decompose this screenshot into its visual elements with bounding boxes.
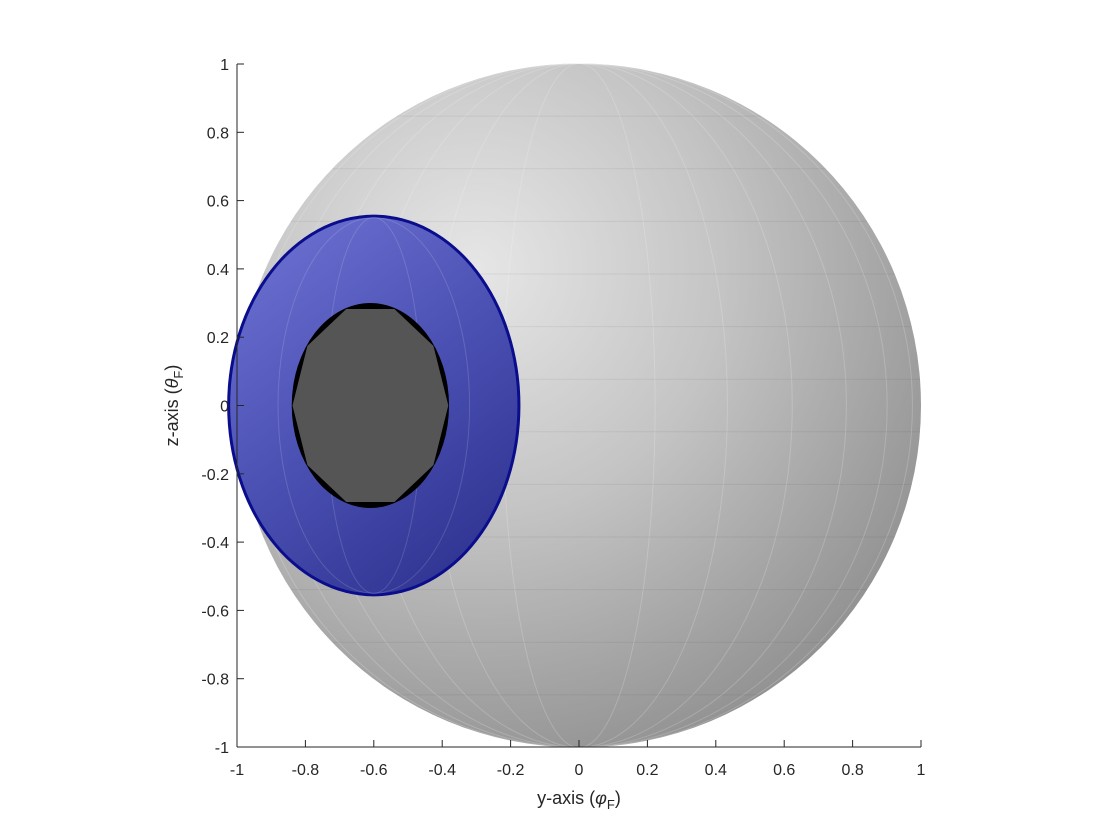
y-axis-label: z-axis (θF)	[162, 365, 186, 447]
iris-meridian	[277, 217, 471, 594]
x-tick-label: 0.2	[636, 762, 658, 779]
y-tick-label: -0.4	[201, 535, 229, 552]
y-tick-label: 0.2	[207, 330, 229, 347]
y-tick-label: 0.6	[207, 194, 229, 211]
y-tick-label: 0.8	[207, 125, 229, 142]
x-tick-label: 0.6	[773, 762, 795, 779]
iris-meridian	[277, 217, 471, 594]
pupil-disc	[292, 309, 449, 502]
axes: -1 -0.8 -0.6 -0.4 -0.2 0 0.2 0.4 0.6 0.8 1 -1-0.8-…	[201, 57, 925, 779]
y-tick-label: 0	[220, 399, 229, 416]
y-tick-label: 1	[220, 57, 229, 74]
x-tick-label: 0	[575, 762, 584, 779]
x-tick-label: -0.8	[292, 762, 320, 779]
y-tick-label: -0.8	[201, 672, 229, 689]
y-tick-label: -1	[215, 740, 229, 757]
x-ticks: -1 -0.8 -0.6 -0.4 -0.2 0 0.2 0.4 0.6 0.8 1	[230, 740, 926, 779]
x-tick-label: 0.4	[705, 762, 727, 779]
plot-area	[227, 63, 921, 748]
x-tick-label: -1	[230, 762, 244, 779]
y-tick-label: -0.2	[201, 467, 229, 484]
x-tick-label: -0.4	[428, 762, 456, 779]
x-tick-label: -0.6	[360, 762, 388, 779]
x-tick-label: -0.2	[497, 762, 525, 779]
x-axis-label: y-axis (φF)	[537, 788, 621, 812]
x-tick-label: 0.8	[841, 762, 863, 779]
y-tick-label: -0.6	[201, 603, 229, 620]
x-tick-label: 1	[917, 762, 926, 779]
y-tick-label: 0.4	[207, 262, 229, 279]
y-ticks: -1 -0.8 -0.6 -0.4 -0.2 0 0.2 0.4 0.6 0.8 1	[201, 57, 244, 757]
